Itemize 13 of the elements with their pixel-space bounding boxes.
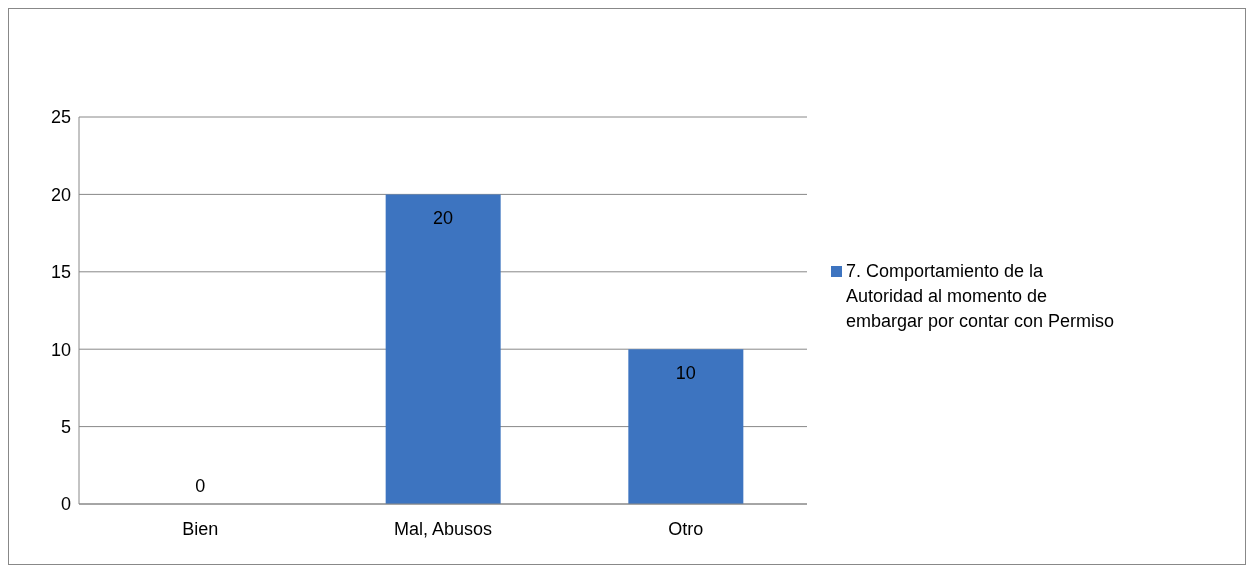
legend-label: 7. Comportamiento de la Autoridad al momento de embargar por contar con Permiso bbox=[846, 260, 1116, 333]
data-label: 0 bbox=[195, 476, 206, 496]
y-tick-label: 15 bbox=[50, 262, 71, 283]
x-tick-label: Mal, Abusos bbox=[393, 518, 493, 539]
data-label: 10 bbox=[675, 363, 696, 384]
y-tick-label: 25 bbox=[50, 107, 71, 128]
y-tick-label: 20 bbox=[50, 184, 71, 205]
x-tick-label: Otro bbox=[668, 518, 704, 539]
y-tick-label: 10 bbox=[50, 339, 71, 360]
x-tick-label: Bien bbox=[182, 518, 219, 539]
data-label: 20 bbox=[432, 208, 454, 229]
y-tick-label: 5 bbox=[60, 416, 71, 437]
y-tick-label: 0 bbox=[60, 494, 71, 515]
